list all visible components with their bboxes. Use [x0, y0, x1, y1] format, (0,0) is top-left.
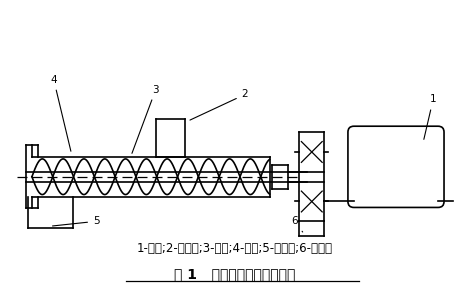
Text: 6: 6 — [291, 216, 303, 232]
Text: 4: 4 — [50, 75, 71, 151]
Text: 1-电机;2-进料口;3-料筒;4-螺旋;5-卸料口;6-减速器: 1-电机;2-进料口;3-料筒;4-螺旋;5-卸料口;6-减速器 — [137, 241, 333, 255]
Text: 3: 3 — [132, 85, 159, 153]
Text: 2: 2 — [190, 89, 248, 120]
Text: 1: 1 — [424, 94, 437, 139]
Text: 5: 5 — [53, 216, 100, 226]
Text: 图 1   螺旋送料机工作原理图: 图 1 螺旋送料机工作原理图 — [174, 267, 296, 281]
